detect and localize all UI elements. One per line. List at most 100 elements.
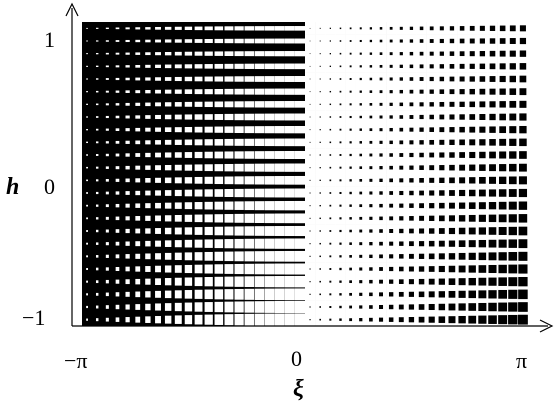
pattern-light-square (184, 315, 193, 325)
pattern-dark-square (449, 76, 455, 82)
pattern-light-square (86, 53, 88, 55)
pattern-light-square (204, 38, 213, 44)
pattern-dark-square (449, 38, 455, 44)
y-axis-title: h (6, 174, 19, 200)
pattern-light-square (234, 313, 244, 326)
pattern-light-square (294, 63, 305, 70)
pattern-dark-square (419, 215, 425, 221)
pattern-light-square (125, 153, 130, 157)
pattern-light-square (125, 191, 130, 195)
pattern-light-square (155, 303, 161, 311)
pattern-dark-square (329, 141, 332, 144)
pattern-dark-square (468, 227, 476, 235)
pattern-light-square (155, 39, 161, 43)
pattern-light-square (224, 251, 234, 262)
pattern-light-square (244, 26, 254, 31)
pattern-dark-square (319, 154, 321, 156)
pattern-dark-square (419, 203, 424, 209)
pattern-light-square (264, 138, 275, 147)
pattern-light-square (284, 51, 295, 57)
pattern-light-square (264, 26, 275, 31)
pattern-dark-square (389, 279, 394, 284)
pattern-light-square (264, 76, 275, 82)
pattern-light-square (234, 238, 244, 249)
pattern-light-square (294, 275, 305, 288)
pattern-light-square (244, 63, 254, 69)
pattern-light-square (174, 189, 182, 197)
pattern-dark-square (309, 91, 311, 93)
pattern-light-square (224, 176, 234, 185)
pattern-dark-square (409, 115, 414, 119)
pattern-light-square (254, 176, 265, 185)
pattern-dark-square (478, 265, 487, 273)
pattern-light-square (95, 154, 99, 156)
pattern-dark-square (339, 154, 342, 156)
pattern-dark-square (479, 151, 486, 159)
pattern-dark-square (339, 52, 342, 55)
pattern-light-square (135, 278, 141, 285)
pattern-dark-square (339, 103, 342, 106)
pattern-light-square (284, 288, 295, 301)
pattern-light-square (105, 52, 109, 55)
pattern-light-square (194, 314, 203, 325)
pattern-light-square (95, 229, 99, 233)
pattern-dark-square (309, 179, 311, 181)
pattern-light-square (184, 214, 193, 222)
pattern-light-square (194, 39, 203, 43)
pattern-light-square (244, 238, 254, 249)
pattern-dark-square (488, 302, 497, 312)
pattern-light-square (294, 76, 305, 82)
pattern-dark-square (339, 255, 342, 258)
pattern-dark-square (439, 127, 445, 133)
pattern-dark-square (458, 240, 466, 247)
pattern-light-square (204, 101, 213, 108)
pattern-dark-square (369, 305, 373, 309)
pattern-dark-square (439, 26, 444, 31)
pattern-dark-square (518, 201, 528, 210)
pattern-dark-square (329, 27, 331, 29)
pattern-dark-square (309, 192, 311, 194)
pattern-dark-square (309, 306, 311, 308)
pattern-light-square (135, 27, 141, 30)
pattern-light-square (274, 88, 285, 95)
pattern-dark-square (329, 242, 332, 245)
pattern-dark-square (399, 203, 404, 208)
pattern-light-square (204, 89, 213, 95)
pattern-light-square (115, 279, 120, 284)
pattern-light-square (95, 204, 99, 207)
pattern-dark-square (369, 254, 373, 259)
pattern-dark-square (408, 253, 414, 259)
pattern-dark-square (449, 190, 455, 196)
pattern-dark-square (489, 164, 496, 172)
pattern-dark-square (329, 192, 332, 194)
pattern-light-square (155, 177, 161, 183)
pattern-dark-square (339, 90, 342, 93)
pattern-light-square (164, 102, 172, 107)
pattern-dark-square (399, 26, 403, 30)
pattern-dark-square (339, 280, 342, 283)
pattern-light-square (294, 38, 305, 44)
pattern-dark-square (518, 289, 528, 300)
pattern-light-square (194, 202, 203, 210)
pattern-dark-square (399, 64, 403, 68)
pattern-dark-square (449, 177, 455, 184)
pattern-light-square (194, 76, 203, 82)
pattern-dark-square (409, 178, 414, 183)
pattern-light-square (125, 178, 130, 183)
pattern-dark-square (458, 227, 466, 235)
pattern-light-square (95, 27, 99, 29)
pattern-dark-square (438, 265, 445, 273)
pattern-light-square (294, 225, 305, 237)
pattern-dark-square (359, 77, 362, 81)
pattern-light-square (86, 40, 88, 42)
pattern-light-square (155, 253, 161, 260)
pattern-light-square (214, 164, 224, 172)
pattern-dark-square (339, 116, 342, 118)
pattern-light-square (184, 126, 193, 133)
pattern-light-square (274, 251, 285, 262)
pattern-dark-square (379, 90, 383, 94)
pattern-dark-square (339, 217, 342, 220)
y-tick-top: 1 (44, 27, 55, 52)
pattern-dark-square (319, 280, 321, 283)
pattern-dark-square (349, 153, 352, 157)
